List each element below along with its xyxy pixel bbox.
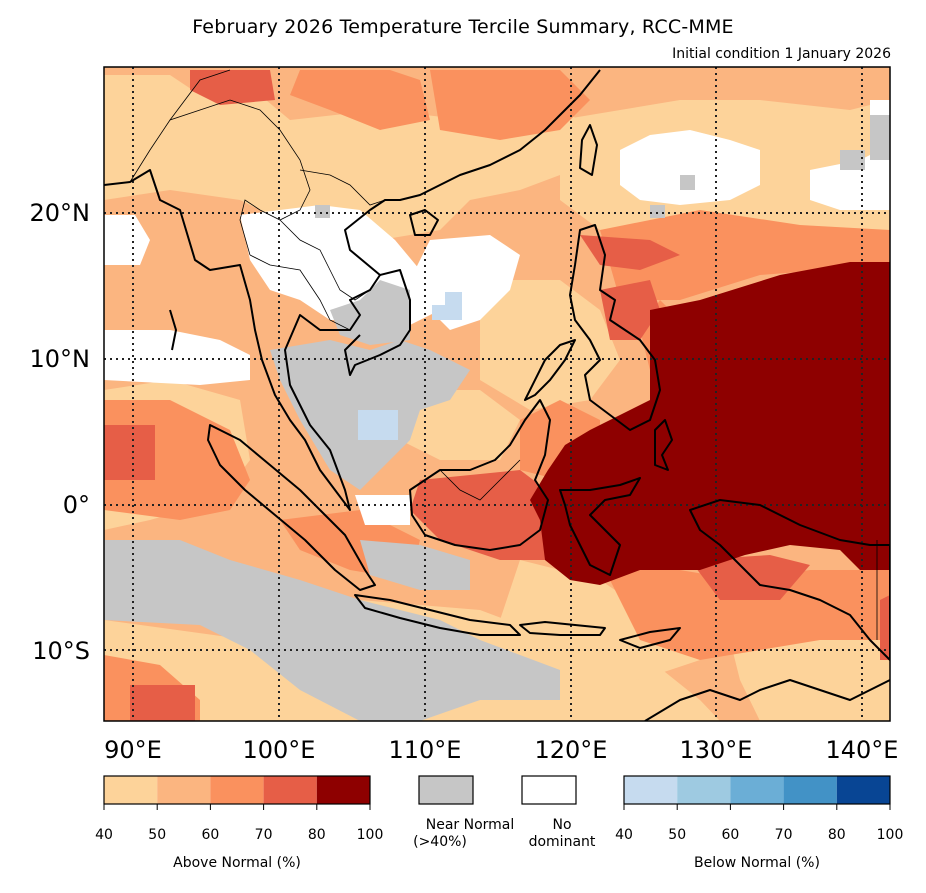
coast-java bbox=[354, 594, 521, 636]
coast-mainland bbox=[104, 69, 601, 511]
below-colorbar-tick-label: 100 bbox=[877, 827, 904, 843]
colorbar-near-normal bbox=[418, 775, 474, 805]
above-colorbar-segment bbox=[210, 776, 264, 804]
coast-new-guinea bbox=[689, 499, 890, 661]
lon-label-110E: 110°E bbox=[389, 736, 462, 764]
above-colorbar-segment bbox=[104, 776, 158, 804]
near-normal-label-line2: (>40%) bbox=[413, 834, 467, 850]
axis-labels: 90°E 100°E 110°E 120°E 130°E 140°E 10°S … bbox=[30, 199, 899, 764]
above-colorbar-tick-label: 40 bbox=[95, 827, 113, 843]
coast-halmahera bbox=[654, 419, 673, 471]
above-colorbar-tick-label: 80 bbox=[308, 827, 326, 843]
above-colorbar-frame bbox=[103, 775, 371, 805]
coast-hainan bbox=[409, 209, 439, 236]
below-colorbar-tick-label: 50 bbox=[668, 827, 686, 843]
near-normal-label-line1: Near Normal bbox=[425, 817, 515, 833]
coast-borneo bbox=[409, 399, 551, 551]
below-colorbar-segment bbox=[730, 776, 784, 804]
lat-label-0: 0° bbox=[63, 491, 90, 519]
below-colorbar-tick-label: 80 bbox=[828, 827, 846, 843]
lon-label-100E: 100°E bbox=[243, 736, 316, 764]
coast-andaman bbox=[169, 309, 177, 351]
coast-lesser-sunda bbox=[519, 621, 606, 636]
colorbar-above-normal: 40 50 60 70 80 100 bbox=[95, 775, 384, 843]
coast-australia bbox=[644, 679, 890, 721]
coast-timor bbox=[619, 627, 681, 649]
below-colorbar-segment bbox=[836, 776, 890, 804]
lon-label-140E: 140°E bbox=[826, 736, 899, 764]
below-colorbar-segment bbox=[677, 776, 731, 804]
coast-taiwan bbox=[579, 124, 598, 176]
country-borders bbox=[129, 69, 878, 640]
map-frame bbox=[103, 66, 891, 722]
below-normal-label: Below Normal (%) bbox=[694, 855, 820, 871]
lat-label-20N: 20°N bbox=[30, 199, 91, 227]
below-colorbar-tick-label: 40 bbox=[615, 827, 633, 843]
above-colorbar-segment bbox=[157, 776, 211, 804]
below-colorbar-segment bbox=[783, 776, 837, 804]
below-40-50-regions bbox=[358, 292, 462, 440]
coast-philippines bbox=[569, 224, 661, 431]
below-colorbar-tick-label: 60 bbox=[721, 827, 739, 843]
colorbar-below-normal: 40 50 60 70 80 100 bbox=[615, 775, 904, 843]
lat-label-10S: 10°S bbox=[32, 637, 90, 665]
no-dominant-label: No dominant bbox=[514, 817, 610, 851]
coast-sumatra bbox=[207, 424, 376, 591]
above-colorbar-tick-label: 50 bbox=[148, 827, 166, 843]
above-colorbar-tick-label: 70 bbox=[255, 827, 273, 843]
below-colorbar-tick-label: 70 bbox=[775, 827, 793, 843]
coast-vietnam-south bbox=[344, 269, 411, 376]
map-subtitle: Initial condition 1 January 2026 bbox=[672, 46, 891, 62]
coastlines bbox=[104, 69, 890, 721]
above-colorbar-segment bbox=[316, 776, 370, 804]
colorbar-no-dominant bbox=[521, 775, 577, 805]
lon-label-90E: 90°E bbox=[104, 736, 162, 764]
below-colorbar-segment bbox=[624, 776, 678, 804]
above-normal-label: Above Normal (%) bbox=[173, 855, 301, 871]
above-colorbar-tick-label: 60 bbox=[201, 827, 219, 843]
coast-palawan bbox=[524, 339, 576, 401]
above-60-70-regions bbox=[104, 70, 890, 721]
below-colorbar-frame bbox=[623, 775, 891, 805]
coast-sulawesi bbox=[559, 477, 641, 576]
no-dominant-label-line2: dominant bbox=[528, 834, 596, 850]
lat-label-10N: 10°N bbox=[30, 345, 91, 373]
no-dominant-label-line1: No bbox=[552, 817, 572, 833]
above-colorbar-tick-label: 100 bbox=[357, 827, 384, 843]
above-colorbar-segment bbox=[263, 776, 317, 804]
map-title: February 2026 Temperature Tercile Summar… bbox=[192, 16, 734, 38]
lon-label-130E: 130°E bbox=[680, 736, 753, 764]
near-normal-label: Near Normal (>40%) bbox=[400, 817, 540, 851]
above-70-80-regions bbox=[104, 70, 890, 721]
lon-label-120E: 120°E bbox=[535, 736, 608, 764]
